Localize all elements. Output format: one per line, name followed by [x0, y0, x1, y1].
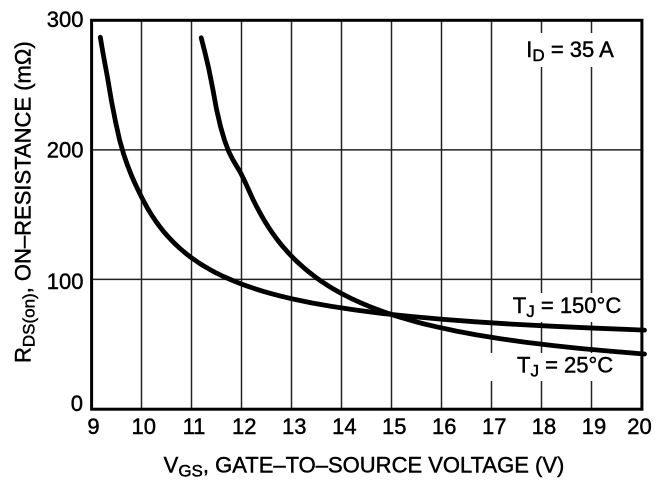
svg-text:19: 19: [582, 414, 606, 439]
svg-text:10: 10: [132, 414, 156, 439]
svg-text:100: 100: [47, 269, 84, 294]
svg-text:15: 15: [382, 414, 406, 439]
svg-text:14: 14: [332, 414, 356, 439]
svg-text:12: 12: [232, 414, 256, 439]
svg-text:VGS, GATE–TO–SOURCE VOLTAGE (V: VGS, GATE–TO–SOURCE VOLTAGE (V): [164, 453, 565, 481]
svg-text:300: 300: [47, 7, 84, 32]
svg-text:17: 17: [482, 414, 506, 439]
svg-text:0: 0: [71, 391, 83, 416]
svg-text:18: 18: [532, 414, 556, 439]
svg-text:200: 200: [47, 138, 84, 163]
svg-text:13: 13: [282, 414, 306, 439]
svg-text:11: 11: [183, 414, 206, 439]
svg-text:20: 20: [627, 414, 651, 439]
svg-text:16: 16: [432, 414, 456, 439]
svg-text:9: 9: [87, 414, 99, 439]
